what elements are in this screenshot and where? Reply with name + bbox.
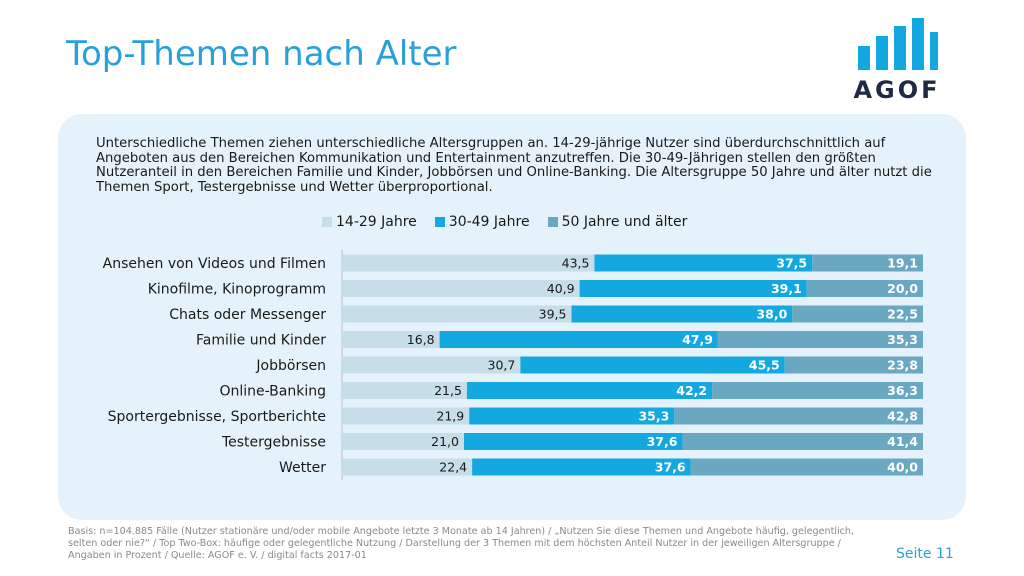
legend-swatch — [434, 217, 445, 227]
bar-segment — [342, 458, 473, 476]
bar-segment — [712, 382, 923, 399]
data-label: 39,5 — [539, 307, 567, 322]
data-label: 35,3 — [638, 409, 669, 424]
bar-segment — [717, 331, 923, 348]
bar-segment — [806, 280, 923, 297]
data-label: 39,1 — [771, 281, 802, 296]
category-label: Sportergebnisse, Sportberichte — [108, 409, 326, 425]
bar-segment — [674, 407, 923, 425]
data-label: 22,5 — [887, 307, 918, 322]
page-number: Seite 11 — [896, 546, 954, 562]
logo-text: AGOF — [853, 76, 941, 104]
bar-segment — [571, 305, 793, 323]
data-label: 21,5 — [434, 383, 462, 398]
category-label: Chats oder Messenger — [169, 307, 326, 323]
data-label: 23,8 — [887, 358, 918, 373]
agof-logo: AGOF — [852, 18, 942, 104]
bar-segment — [682, 433, 923, 450]
data-label: 35,3 — [887, 332, 918, 347]
legend-swatch — [547, 217, 558, 227]
bar-segment — [464, 433, 683, 450]
chart-legend: 14-29 Jahre 30-49 Jahre 50 Jahre und älter — [322, 213, 687, 231]
legend-item-0: 14-29 Jahre — [322, 214, 417, 230]
bar-segment — [466, 382, 713, 399]
bar-segment — [784, 356, 923, 374]
data-label: 21,9 — [436, 409, 464, 424]
bar-segment — [342, 254, 595, 272]
data-label: 37,6 — [655, 460, 686, 475]
data-label: 42,2 — [676, 383, 707, 398]
data-label: 37,5 — [776, 256, 807, 271]
data-label: 30,7 — [488, 358, 516, 373]
bar-segment — [342, 356, 521, 374]
page-title: Top-Themen nach Alter — [66, 34, 457, 74]
legend-label: 30-49 Jahre — [448, 214, 530, 230]
bar-segment — [690, 458, 923, 476]
category-label: Online-Banking — [219, 384, 326, 400]
data-label: 36,3 — [887, 383, 918, 398]
legend-label: 50 Jahre und älter — [561, 214, 688, 230]
bar-segment — [579, 280, 807, 297]
bar-segment — [472, 458, 691, 476]
footnote: Basis: n=104.885 Fälle (Nutzer stationär… — [68, 526, 855, 561]
bar-segment — [594, 254, 813, 272]
intro-text: Unterschiedliche Themen ziehen unterschi… — [96, 136, 932, 195]
logo-bars-icon — [858, 18, 938, 70]
bar-segment — [342, 305, 572, 323]
legend-item-2: 50 Jahre und älter — [547, 214, 688, 230]
legend-label: 14-29 Jahre — [336, 214, 417, 230]
bar-segment — [792, 305, 923, 323]
data-label: 19,1 — [887, 256, 918, 271]
data-label: 37,6 — [647, 434, 678, 449]
legend-item-1: 30-49 Jahre — [434, 214, 530, 230]
data-label: 47,9 — [682, 332, 713, 347]
data-label: 43,5 — [562, 256, 590, 271]
data-label: 20,0 — [887, 281, 918, 296]
data-label: 16,8 — [407, 332, 435, 347]
bar-segment — [469, 407, 675, 425]
data-label: 45,5 — [749, 358, 780, 373]
data-label: 42,8 — [887, 409, 918, 424]
data-label: 21,0 — [431, 434, 459, 449]
category-label: Jobbörsen — [255, 358, 326, 374]
category-label: Testergebnisse — [221, 435, 326, 451]
category-label: Familie und Kinder — [196, 333, 326, 349]
data-label: 40,9 — [547, 281, 575, 296]
data-label: 41,4 — [887, 434, 918, 449]
category-label: Ansehen von Videos und Filmen — [103, 256, 326, 272]
bar-segment — [520, 356, 785, 374]
legend-swatch — [322, 217, 332, 227]
bar-segment — [342, 280, 580, 297]
category-label: Wetter — [279, 460, 326, 476]
bar-segment — [812, 254, 923, 272]
category-label: Kinofilme, Kinoprogramm — [148, 282, 326, 298]
data-label: 40,0 — [887, 460, 918, 475]
bar-segment — [342, 407, 470, 425]
bar-segment — [439, 331, 718, 348]
bar-segment — [342, 331, 440, 348]
bar-segment — [342, 382, 467, 399]
data-label: 38,0 — [756, 307, 787, 322]
data-label: 22,4 — [439, 460, 467, 475]
bar-segment — [342, 433, 465, 450]
